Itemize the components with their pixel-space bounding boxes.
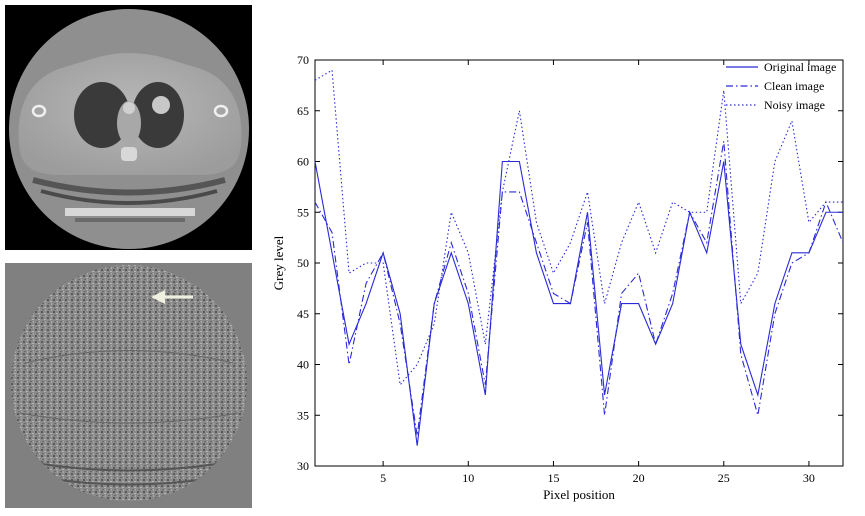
x-tick-label: 20 xyxy=(633,471,645,485)
y-axis: 30 35 40 45 50 55 60 65 70 xyxy=(297,53,843,473)
y-tick-label: 70 xyxy=(297,53,309,67)
x-tick-label: 5 xyxy=(380,471,386,485)
left-arrow-icon xyxy=(151,290,193,304)
noise-residual-image xyxy=(5,263,252,508)
legend-entry: Original image xyxy=(764,60,836,74)
y-tick-label: 55 xyxy=(297,205,309,219)
x-tick-label: 10 xyxy=(462,471,474,485)
series-line-original-image xyxy=(314,160,843,446)
x-tick-label: 25 xyxy=(718,471,730,485)
y-tick-label: 40 xyxy=(297,358,309,372)
series-line-clean-image xyxy=(314,141,844,436)
x-tick-label: 30 xyxy=(803,471,815,485)
line-chart: 30 35 40 45 50 55 60 65 70 5 10 15 20 25 30 Original … xyxy=(271,53,844,502)
y-tick-label: 30 xyxy=(297,459,309,473)
y-axis-label: Grey level xyxy=(271,235,286,290)
y-tick-label: 45 xyxy=(297,307,309,321)
y-tick-label: 35 xyxy=(297,408,309,422)
legend-entry: Noisy image xyxy=(764,98,825,112)
x-axis: 5 10 15 20 25 30 xyxy=(380,60,815,485)
series-line-noisy-image xyxy=(314,69,843,387)
y-tick-label: 65 xyxy=(297,104,309,118)
y-tick-label: 50 xyxy=(297,256,309,270)
x-axis-label: Pixel position xyxy=(543,487,615,502)
y-tick-label: 60 xyxy=(297,155,309,169)
ct-scan-image xyxy=(5,5,252,250)
ct-chest-scan-image xyxy=(9,9,249,249)
residual-noise-image xyxy=(11,265,247,501)
x-tick-label: 15 xyxy=(547,471,559,485)
series-lines xyxy=(314,69,844,446)
legend: Original image Clean image Noisy image xyxy=(726,60,836,112)
legend-entry: Clean image xyxy=(764,79,824,93)
